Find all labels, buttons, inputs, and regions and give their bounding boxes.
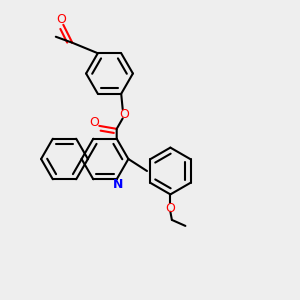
Text: O: O	[119, 108, 129, 121]
Text: O: O	[89, 116, 99, 129]
Text: O: O	[165, 202, 175, 215]
Text: N: N	[113, 178, 123, 191]
Text: O: O	[56, 13, 66, 26]
